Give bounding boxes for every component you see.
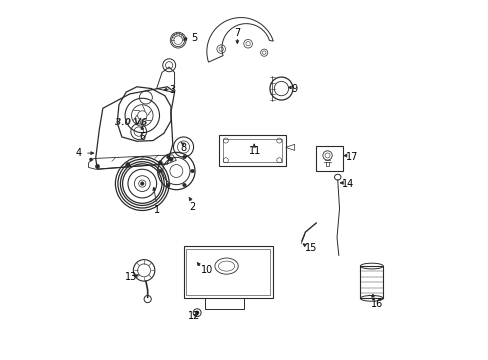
Circle shape [125, 162, 130, 167]
Bar [316, 146, 343, 171]
Bar [223, 139, 282, 162]
Text: 17: 17 [345, 152, 358, 162]
Circle shape [158, 161, 162, 165]
Text: 3.0 V6: 3.0 V6 [115, 118, 147, 127]
Circle shape [95, 164, 100, 168]
Text: 7: 7 [234, 28, 240, 38]
Text: 16: 16 [370, 299, 383, 309]
Text: 15: 15 [304, 243, 316, 253]
Text: 14: 14 [342, 179, 354, 189]
Circle shape [89, 158, 93, 161]
Text: 4: 4 [76, 148, 81, 158]
Circle shape [140, 182, 144, 185]
Text: 3: 3 [169, 85, 176, 95]
Text: 13: 13 [125, 272, 138, 282]
Text: 10: 10 [200, 265, 213, 275]
Text: 11: 11 [248, 146, 261, 156]
Circle shape [182, 183, 186, 187]
Bar [186, 249, 270, 296]
Circle shape [195, 311, 199, 315]
Circle shape [166, 183, 170, 187]
Text: 12: 12 [188, 311, 200, 321]
Circle shape [190, 169, 194, 173]
Text: 9: 9 [291, 84, 297, 94]
Bar [360, 266, 383, 298]
Text: 5: 5 [191, 33, 197, 43]
Bar [219, 135, 285, 166]
Text: 6: 6 [139, 132, 145, 142]
Text: 1: 1 [153, 206, 160, 216]
Circle shape [182, 155, 186, 159]
Text: 2: 2 [189, 202, 195, 212]
Circle shape [168, 157, 173, 161]
Circle shape [166, 155, 170, 159]
Text: 8: 8 [180, 143, 186, 153]
Bar [183, 246, 273, 298]
Circle shape [158, 169, 162, 173]
